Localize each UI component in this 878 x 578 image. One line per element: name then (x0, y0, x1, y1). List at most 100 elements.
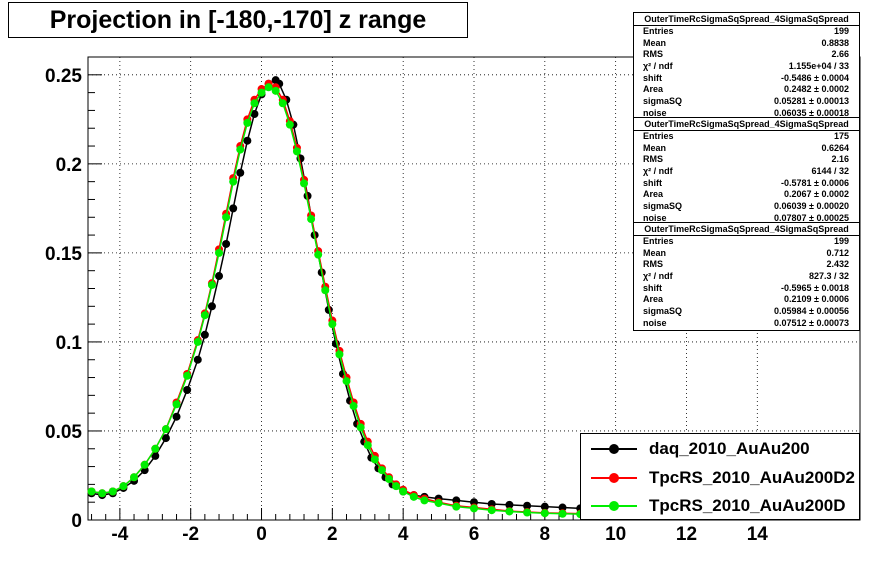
data-point (151, 444, 160, 453)
stat-label: χ² / ndf (643, 271, 673, 282)
stat-value: 0.6264 (821, 142, 849, 153)
y-tick-label: 0 (71, 511, 82, 532)
stat-box: OuterTimeRcSigmaSqSpread_4SigmaSqSpread E… (633, 222, 860, 331)
stat-row: χ² / ndf 827.3 / 32 (634, 271, 859, 283)
stat-label: Mean (643, 37, 667, 48)
x-tick-label: 14 (747, 524, 769, 545)
stat-value: 0.05281 ± 0.00013 (773, 96, 849, 107)
stat-box-title: OuterTimeRcSigmaSqSpread_4SigmaSqSpread (634, 118, 859, 131)
data-point (558, 509, 567, 518)
x-tick-label: 2 (327, 524, 338, 545)
data-point (399, 487, 408, 496)
data-point (215, 272, 224, 281)
data-point (558, 503, 567, 512)
data-point (342, 377, 351, 386)
data-point (215, 248, 224, 257)
y-tick-label: 0.05 (45, 422, 82, 443)
data-point (183, 371, 192, 380)
data-point (243, 136, 252, 145)
stat-label: RMS (643, 259, 663, 270)
stat-label: sigmaSQ (643, 201, 683, 212)
data-point (130, 473, 139, 482)
data-point (349, 402, 358, 411)
stat-label: sigmaSQ (643, 96, 683, 107)
stat-value: 2.66 (831, 49, 849, 60)
stat-row: RMS 2.16 (634, 154, 859, 166)
data-point (487, 506, 496, 515)
stat-value: 2.16 (831, 154, 849, 165)
data-point (183, 386, 192, 395)
data-point (420, 496, 429, 505)
data-point (392, 482, 401, 491)
data-point (409, 492, 418, 501)
data-point (264, 83, 273, 92)
x-tick-label: 8 (540, 524, 551, 545)
x-tick-label: 10 (605, 524, 626, 545)
stat-label: shift (643, 282, 662, 293)
stat-label: noise (643, 317, 667, 328)
data-point (200, 330, 209, 339)
data-point (523, 501, 532, 510)
stat-row: shift -0.5486 ± 0.0004 (634, 73, 859, 85)
x-tick-label: -2 (182, 524, 199, 545)
stat-label: shift (643, 177, 662, 188)
data-point (161, 425, 170, 434)
legend: daq_2010_AuAu200 TpcRS_2010_AuAu200D2 TpcR… (580, 433, 860, 520)
data-point (335, 350, 344, 359)
stat-row: RMS 2.432 (634, 259, 859, 271)
stat-row: Area 0.2482 ± 0.0002 (634, 84, 859, 96)
data-point (278, 99, 287, 108)
stat-label: Entries (643, 131, 674, 141)
stat-value: 199 (833, 236, 849, 246)
axes: -4 -2 0 2 4 6 8 10 12 14 0 0.05 0.1 0.15 0.2 0.25 (45, 56, 843, 545)
stat-row: noise 0.07807 ± 0.00025 (634, 213, 859, 225)
data-point (207, 302, 216, 311)
stat-value: 0.8838 (821, 37, 849, 48)
stat-value: -0.5781 ± 0.0006 (781, 177, 849, 188)
stat-value: 0.2109 ± 0.0006 (784, 294, 849, 305)
legend-marker-swatch (609, 444, 619, 454)
legend-marker-swatch (609, 501, 619, 511)
stat-label: sigmaSQ (643, 306, 683, 317)
data-point (222, 239, 231, 248)
data-point (250, 109, 259, 118)
x-tick-label: 6 (469, 524, 480, 545)
data-point (385, 475, 394, 484)
data-point (140, 460, 149, 469)
stat-value: 0.05984 ± 0.00056 (773, 306, 849, 317)
data-point (172, 412, 181, 421)
data-point (540, 502, 549, 511)
x-tick-label: 4 (398, 524, 409, 545)
stat-value: -0.5965 ± 0.0018 (781, 282, 849, 293)
stat-row: noise 0.06035 ± 0.00018 (634, 108, 859, 120)
stat-row: RMS 2.66 (634, 49, 859, 61)
x-tick-label: -4 (111, 524, 128, 545)
legend-entry: daq_2010_AuAu200 (581, 435, 859, 463)
data-point (87, 487, 96, 496)
stat-box-title: OuterTimeRcSigmaSqSpread_4SigmaSqSpread (634, 13, 859, 26)
stat-row: Mean 0.6264 (634, 143, 859, 155)
stat-label: Area (643, 294, 664, 305)
stat-label: RMS (643, 154, 663, 165)
stat-label: noise (643, 212, 667, 223)
stat-row: Mean 0.8838 (634, 38, 859, 50)
data-point (300, 179, 309, 188)
stat-label: Entries (643, 26, 674, 36)
data-point (307, 215, 316, 224)
stat-box: OuterTimeRcSigmaSqSpread_4SigmaSqSpread E… (633, 117, 860, 226)
data-point (271, 86, 280, 95)
stat-label: RMS (643, 49, 663, 60)
legend-entry: TpcRS_2010_AuAu200D2 (581, 464, 859, 492)
data-point (321, 286, 330, 295)
stat-value: 0.06039 ± 0.00020 (773, 201, 849, 212)
data-point (452, 502, 461, 511)
stat-label: Mean (643, 247, 667, 258)
data-series (87, 76, 595, 519)
stat-row: sigmaSQ 0.05281 ± 0.00013 (634, 96, 859, 108)
y-tick-label: 0.1 (56, 333, 83, 354)
data-point (172, 400, 181, 409)
data-point (434, 499, 443, 508)
stat-value: 0.2482 ± 0.0002 (784, 84, 849, 95)
stat-row: χ² / ndf 6144 / 32 (634, 166, 859, 178)
stat-value: 0.2067 ± 0.0002 (784, 189, 849, 200)
